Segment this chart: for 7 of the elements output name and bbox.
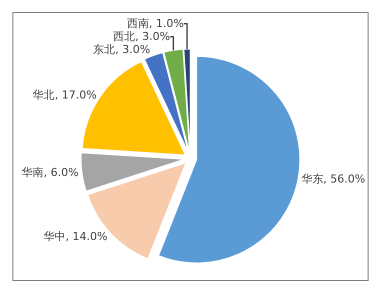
slice-label: 东北, 3.0% [93,43,150,56]
slice-label: 华南, 6.0% [22,166,79,179]
slice-label: 西南, 1.0% [126,17,184,30]
slice-label: 西北, 3.0% [113,30,170,44]
slice-label: 华中, 14.0% [43,230,108,244]
slice-label: 华东, 56.0% [301,172,366,186]
slice-label: 华北, 17.0% [32,88,97,102]
